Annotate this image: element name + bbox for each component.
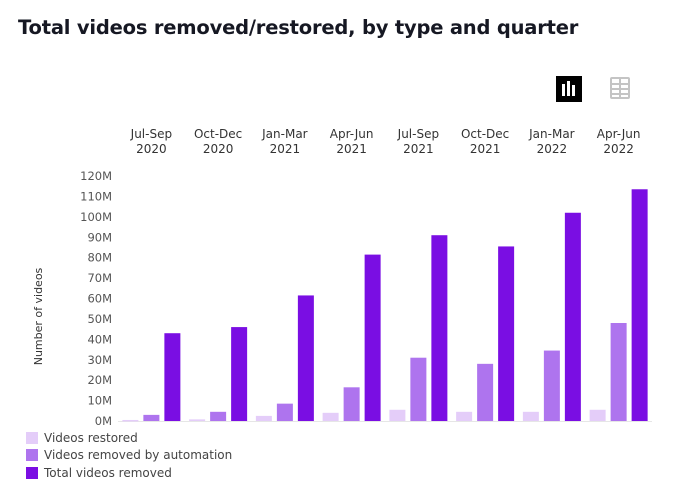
x-tick-label: 2021 bbox=[336, 142, 367, 156]
bar-restored bbox=[122, 419, 139, 422]
bar-total bbox=[564, 212, 581, 421]
x-tick-label: 2021 bbox=[470, 142, 501, 156]
y-tick-label: 100M bbox=[80, 210, 112, 224]
y-tick-label: 90M bbox=[87, 230, 112, 244]
x-tick-label: Jan-Mar bbox=[528, 127, 575, 141]
x-tick-label: 2022 bbox=[537, 142, 568, 156]
view-toggle bbox=[556, 76, 636, 104]
y-tick-label: 80M bbox=[87, 251, 112, 265]
x-tick-label: Jan-Mar bbox=[261, 127, 308, 141]
x-tick-label: 2021 bbox=[270, 142, 301, 156]
legend-swatch-restored bbox=[26, 431, 38, 444]
bar-restored bbox=[456, 411, 473, 421]
legend-swatch-total bbox=[26, 466, 38, 479]
legend-item-total[interactable]: Total videos removed bbox=[26, 464, 232, 482]
bar-automation bbox=[477, 363, 494, 421]
bar-total bbox=[498, 246, 515, 421]
x-tick-label: Oct-Dec bbox=[461, 127, 509, 141]
x-tick-label: Oct-Dec bbox=[194, 127, 242, 141]
y-tick-label: 60M bbox=[87, 292, 112, 306]
legend-label-total: Total videos removed bbox=[44, 465, 172, 480]
y-tick-label: 70M bbox=[87, 271, 112, 285]
y-tick-label: 0M bbox=[95, 414, 112, 428]
x-tick-label: Apr-Jun bbox=[330, 127, 374, 141]
x-tick-label: Jul-Sep bbox=[397, 127, 439, 141]
legend-label-restored: Videos restored bbox=[44, 430, 138, 445]
y-tick-label: 120M bbox=[80, 169, 112, 183]
y-tick-label: 10M bbox=[87, 394, 112, 408]
bar-automation bbox=[143, 414, 160, 421]
bar-automation bbox=[543, 350, 560, 421]
table-icon[interactable] bbox=[610, 77, 630, 99]
x-tick-label: 2021 bbox=[403, 142, 434, 156]
x-tick-label: 2020 bbox=[136, 142, 167, 156]
y-tick-label: 20M bbox=[87, 373, 112, 387]
bar-chart-icon[interactable] bbox=[556, 76, 582, 102]
y-tick-label: 110M bbox=[80, 189, 112, 203]
y-axis-title: Number of videos bbox=[32, 267, 45, 365]
bar-restored bbox=[389, 409, 406, 421]
chart-title: Total videos removed/restored, by type a… bbox=[18, 16, 579, 39]
bar-total bbox=[364, 254, 381, 421]
bar-automation bbox=[610, 323, 627, 421]
bar-restored bbox=[189, 419, 206, 421]
y-tick-label: 30M bbox=[87, 353, 112, 367]
legend-item-automation[interactable]: Videos removed by automation bbox=[26, 447, 232, 465]
y-tick-label: 50M bbox=[87, 312, 112, 326]
x-tick-label: Apr-Jun bbox=[597, 127, 641, 141]
x-tick-label: 2020 bbox=[203, 142, 234, 156]
x-tick-label: 2022 bbox=[603, 142, 634, 156]
bar-automation bbox=[276, 403, 293, 421]
bar-automation bbox=[343, 387, 360, 421]
bar-total bbox=[231, 327, 248, 421]
bar-restored bbox=[255, 415, 272, 421]
legend-label-automation: Videos removed by automation bbox=[44, 448, 233, 463]
bar-restored bbox=[522, 411, 539, 421]
bar-automation bbox=[210, 411, 227, 421]
bar-total bbox=[164, 333, 181, 421]
x-tick-label: Jul-Sep bbox=[130, 127, 172, 141]
bar-total bbox=[431, 235, 448, 421]
y-tick-label: 40M bbox=[87, 332, 112, 346]
bar-total bbox=[297, 295, 314, 421]
bar-restored bbox=[589, 409, 606, 421]
bar-restored bbox=[322, 412, 339, 421]
legend-swatch-automation bbox=[26, 449, 38, 462]
bar-automation bbox=[410, 357, 427, 421]
bar-total bbox=[631, 189, 648, 421]
legend-item-restored[interactable]: Videos restored bbox=[26, 429, 232, 447]
legend: Videos restored Videos removed by automa… bbox=[26, 429, 232, 482]
